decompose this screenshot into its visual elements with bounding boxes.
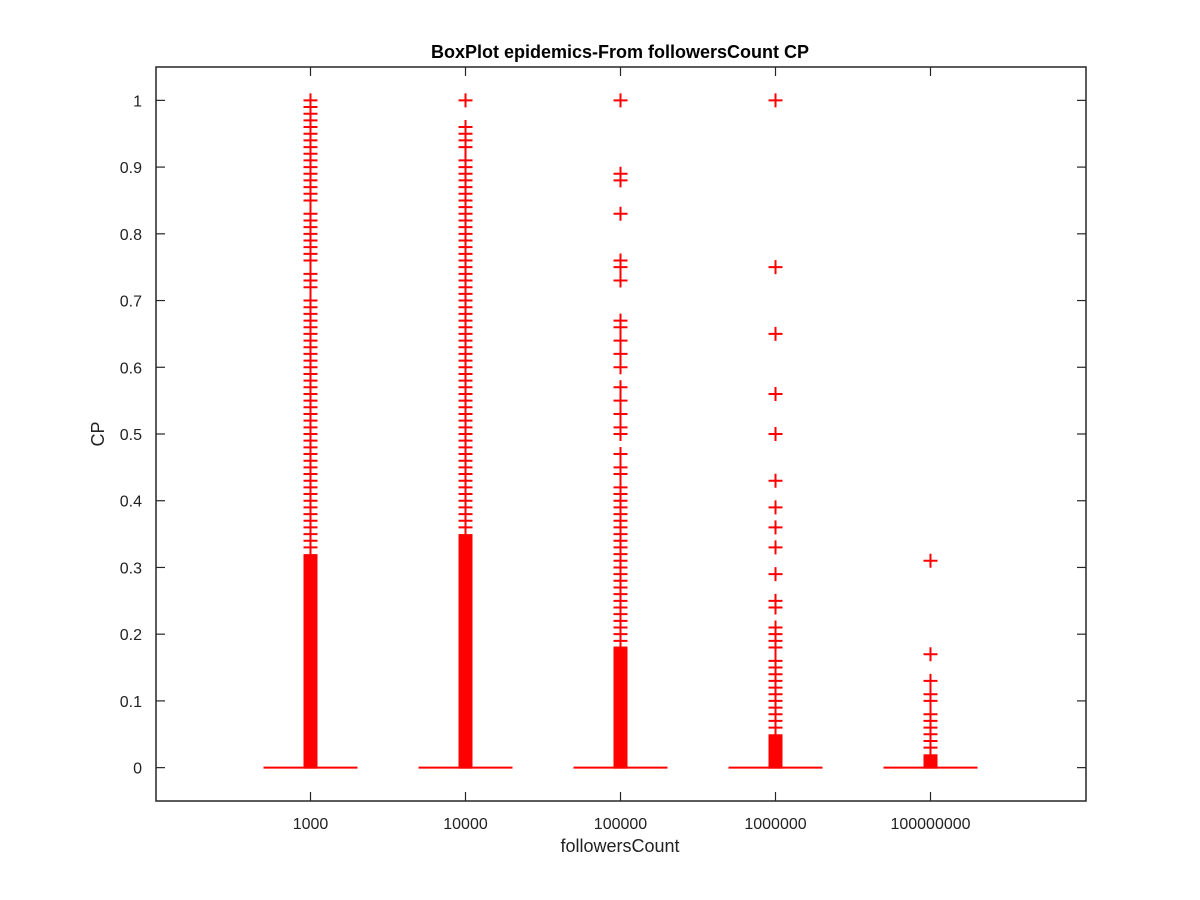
outlier-marker xyxy=(923,707,938,722)
outlier-marker xyxy=(768,326,783,341)
outlier-marker xyxy=(303,93,318,108)
x-tick-label: 100000000 xyxy=(890,816,970,833)
outlier-marker xyxy=(613,406,628,421)
y-tick-label: 0.8 xyxy=(120,227,142,244)
outlier-marker xyxy=(768,653,783,668)
outlier-marker xyxy=(458,120,473,135)
outlier-marker xyxy=(768,473,783,488)
outlier-marker xyxy=(768,260,783,275)
outlier-marker xyxy=(923,687,938,702)
outlier-marker xyxy=(613,480,628,495)
y-tick-label: 0.2 xyxy=(120,627,142,644)
dense-outlier-band xyxy=(458,534,473,768)
box-group-1000 xyxy=(263,93,358,769)
box-group-100000000 xyxy=(883,553,978,769)
outlier-marker xyxy=(768,386,783,401)
dense-outlier-band xyxy=(923,754,938,768)
y-axis-label: CP xyxy=(88,421,108,446)
outlier-marker xyxy=(613,206,628,221)
outlier-marker xyxy=(768,540,783,555)
box-group-1000000 xyxy=(728,93,823,769)
outlier-marker xyxy=(303,293,318,308)
box-groups xyxy=(263,93,978,769)
outlier-marker xyxy=(768,520,783,535)
y-tick-label: 0.3 xyxy=(120,560,142,577)
dense-outlier-band xyxy=(613,647,628,768)
outlier-marker xyxy=(613,420,628,435)
x-axis: 1000 10000 100000 1000000 100000000 xyxy=(293,67,971,833)
outlier-marker xyxy=(923,647,938,662)
outlier-marker xyxy=(613,346,628,361)
x-tick-label: 10000 xyxy=(443,816,488,833)
outlier-marker xyxy=(613,447,628,462)
outlier-marker xyxy=(613,253,628,268)
box-group-10000 xyxy=(418,93,513,769)
y-tick-label: 0.5 xyxy=(120,427,142,444)
outlier-marker xyxy=(613,93,628,108)
chart-title: BoxPlot epidemics-From followersCount CP xyxy=(431,42,809,62)
outlier-marker xyxy=(613,360,628,375)
outlier-marker xyxy=(768,593,783,608)
outlier-marker xyxy=(613,273,628,288)
y-tick-label: 0.7 xyxy=(120,294,142,311)
y-tick-label: 0.4 xyxy=(120,494,142,511)
x-tick-label: 100000 xyxy=(594,816,647,833)
outlier-marker xyxy=(303,266,318,281)
outlier-marker xyxy=(768,500,783,515)
x-tick-label: 1000000 xyxy=(744,816,806,833)
outlier-marker xyxy=(768,93,783,108)
outlier-marker xyxy=(613,333,628,348)
box-group-100000 xyxy=(573,93,668,769)
outlier-marker xyxy=(768,567,783,582)
outlier-marker xyxy=(613,166,628,181)
outlier-marker xyxy=(923,553,938,568)
x-tick-label: 1000 xyxy=(293,816,329,833)
y-tick-label: 0 xyxy=(133,761,142,778)
y-tick-label: 1 xyxy=(133,93,142,110)
y-axis: 0 0.1 0.2 0.3 0.4 0.5 0.6 0.7 0.8 0.9 1 xyxy=(120,93,1086,778)
outlier-marker xyxy=(768,427,783,441)
outlier-marker xyxy=(613,313,628,328)
outlier-marker xyxy=(613,380,628,395)
outlier-marker xyxy=(768,620,783,635)
outlier-marker xyxy=(923,673,938,688)
outlier-marker xyxy=(458,93,473,108)
outlier-marker xyxy=(303,206,318,221)
y-tick-label: 0.6 xyxy=(120,360,142,377)
outlier-marker xyxy=(613,393,628,408)
x-axis-label: followersCount xyxy=(560,836,679,856)
outlier-marker xyxy=(613,460,628,475)
outlier-marker xyxy=(458,153,473,168)
y-tick-label: 0.9 xyxy=(120,160,142,177)
y-tick-label: 0.1 xyxy=(120,694,142,711)
